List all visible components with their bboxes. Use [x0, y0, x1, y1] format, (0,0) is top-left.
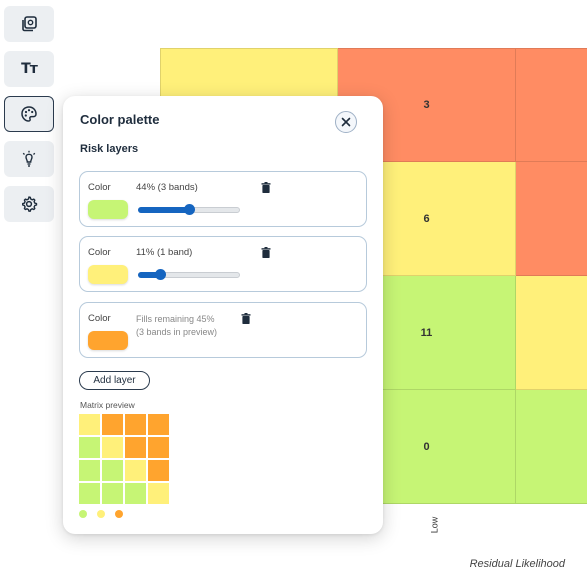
- color-swatch[interactable]: [88, 200, 128, 219]
- legend-dot: [79, 510, 87, 518]
- text-tool-button[interactable]: Tт: [4, 51, 54, 87]
- palette-icon: [21, 106, 37, 122]
- x-tick-low: Low: [429, 516, 440, 534]
- cell-value: 6: [423, 212, 430, 225]
- layers-button[interactable]: [4, 6, 54, 42]
- trash-icon[interactable]: [241, 313, 251, 324]
- close-icon: [341, 117, 351, 127]
- preview-cell: [125, 437, 146, 458]
- percent-slider[interactable]: [138, 269, 240, 280]
- preview-cell: [125, 414, 146, 435]
- layers-icon: [22, 16, 37, 32]
- preview-cell: [125, 460, 146, 481]
- cell-value: 0: [423, 440, 430, 453]
- layer-info: 44% (3 bands): [136, 182, 198, 193]
- settings-button[interactable]: [4, 186, 54, 222]
- matrix-cell[interactable]: [516, 48, 587, 162]
- color-label: Color: [88, 247, 111, 258]
- risk-layer-card: Color 11% (1 band): [79, 236, 367, 292]
- insights-button[interactable]: [4, 141, 54, 177]
- preview-cell: [79, 483, 100, 504]
- preview-cell: [79, 460, 100, 481]
- preview-cell: [102, 483, 123, 504]
- percent-slider[interactable]: [138, 204, 240, 215]
- matrix-preview-label: Matrix preview: [80, 400, 135, 410]
- risk-layer-card: Color Fills remaining 45% (3 bands in pr…: [79, 302, 367, 358]
- color-label: Color: [88, 182, 111, 193]
- color-swatch[interactable]: [88, 331, 128, 350]
- slider-thumb[interactable]: [184, 204, 195, 215]
- preview-cell: [79, 414, 100, 435]
- preview-cell: [148, 460, 169, 481]
- layer-info: 11% (1 band): [136, 247, 193, 258]
- preview-cell: [148, 483, 169, 504]
- cell-value: 11: [420, 326, 433, 339]
- preview-cell: [148, 437, 169, 458]
- cell-value: 3: [423, 99, 430, 111]
- color-palette-panel: Color palette Risk layers Color 44% (3 b…: [63, 96, 383, 534]
- preview-cell: [102, 437, 123, 458]
- legend-dot: [97, 510, 105, 518]
- trash-icon[interactable]: [261, 247, 271, 258]
- preview-cell: [148, 414, 169, 435]
- panel-title: Color palette: [80, 112, 160, 127]
- color-label: Color: [88, 313, 111, 324]
- text-tool-icon: Tт: [21, 61, 38, 77]
- matrix-cell[interactable]: [516, 162, 587, 276]
- color-swatch[interactable]: [88, 265, 128, 284]
- legend-dot: [115, 510, 123, 518]
- preview-cell: [125, 483, 146, 504]
- trash-icon[interactable]: [261, 182, 271, 193]
- gear-icon: [22, 196, 38, 212]
- bulb-icon: [22, 150, 36, 167]
- matrix-cell[interactable]: [516, 390, 587, 504]
- slider-thumb[interactable]: [155, 269, 167, 280]
- close-button[interactable]: [335, 111, 357, 133]
- section-title: Risk layers: [80, 143, 139, 155]
- bands-in-preview-text: (3 bands in preview): [136, 327, 218, 337]
- preview-cell: [79, 437, 100, 458]
- matrix-cell[interactable]: [516, 276, 587, 390]
- preview-cell: [102, 414, 123, 435]
- preview-cell: [102, 460, 123, 481]
- palette-button[interactable]: [4, 96, 54, 132]
- risk-layer-card: Color 44% (3 bands): [79, 171, 367, 227]
- add-layer-button[interactable]: Add layer: [79, 371, 150, 390]
- x-axis-title: Residual Likelihood: [469, 558, 565, 570]
- layer-info: Fills remaining 45% (3 bands in preview): [136, 313, 217, 339]
- fills-remaining-text: Fills remaining 45%: [136, 314, 215, 324]
